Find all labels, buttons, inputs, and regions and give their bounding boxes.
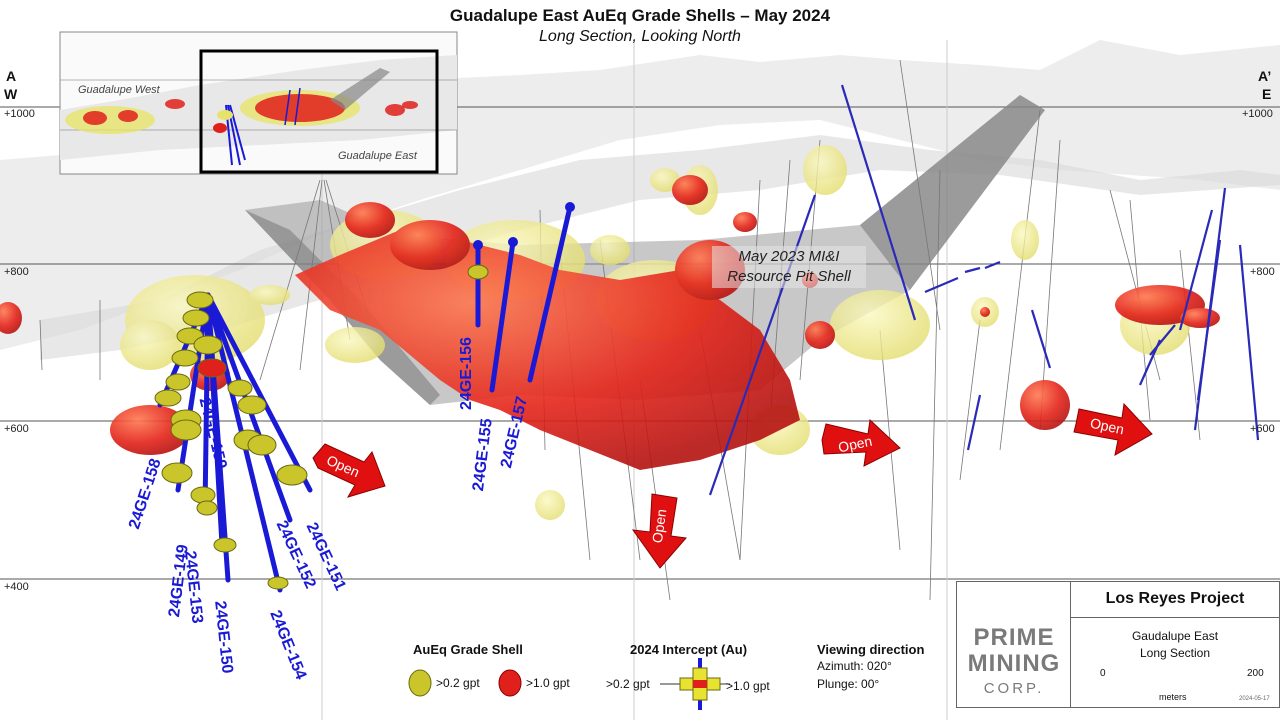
legend-azimuth: Azimuth: 020°: [817, 659, 892, 673]
drill-collars: [473, 202, 575, 250]
legend-shell-low-swatch: [408, 669, 432, 697]
map-date-label: 2024-05-17: [1239, 696, 1270, 702]
logo-word-mining: MINING: [967, 650, 1061, 677]
east-label: E: [1262, 86, 1272, 102]
elevation-label-800-right: +800: [1250, 266, 1275, 278]
elevation-label-600-right: +600: [1250, 423, 1275, 435]
legend-shell-title: AuEq Grade Shell: [413, 642, 523, 657]
inset-east-label: Guadalupe East: [338, 150, 417, 162]
legend-intercept-high-label: >1.0 gpt: [726, 679, 770, 693]
drill-traces-2024-thin: [708, 84, 1260, 496]
elevation-label-1000-left: +1000: [4, 108, 35, 120]
inset-west-label: Guadalupe West: [78, 84, 160, 96]
project-info-panel: Los Reyes Project Gaudalupe East Long Se…: [1070, 581, 1280, 708]
inset-map: [59, 31, 458, 175]
legend-shell-high-swatch: [498, 669, 522, 697]
legend-shell-low-label: >0.2 gpt: [436, 676, 480, 690]
resource-label-line2: Resource Pit Shell: [727, 268, 851, 285]
intercept-discs: [154, 264, 489, 590]
elevation-label-400-left: +400: [4, 581, 29, 593]
elevation-label-1000-right: +1000: [1242, 108, 1273, 120]
page-subtitle: Long Section, Looking North: [539, 28, 741, 45]
scale-start-label: 0: [1100, 668, 1106, 679]
scale-unit-label: meters: [1159, 692, 1187, 702]
elevation-label-800-left: +800: [4, 266, 29, 278]
open-arrows: [312, 402, 1153, 569]
legend-plunge: Plunge: 00°: [817, 677, 880, 691]
logo-word-prime: PRIME: [973, 624, 1055, 651]
project-name: Los Reyes Project: [1105, 590, 1245, 607]
company-logo-panel: PRIME MINING CORP.: [956, 581, 1072, 708]
legend-view-title: Viewing direction: [817, 642, 925, 657]
scale-end-label: 200: [1247, 668, 1264, 679]
logo-word-corp: CORP.: [983, 680, 1045, 697]
page-title: Guadalupe East AuEq Grade Shells – May 2…: [449, 6, 831, 25]
drillhole-label: 24GE-156: [458, 337, 475, 410]
legend-intercept-title: 2024 Intercept (Au): [630, 642, 748, 657]
elevation-label-600-left: +600: [4, 423, 29, 435]
resource-pit-shell-label: May 2023 MI&I Resource Pit Shell: [712, 246, 866, 288]
project-subtitle-1: Gaudalupe East: [1131, 629, 1219, 643]
west-label: W: [4, 86, 18, 102]
project-divider: [1071, 617, 1279, 618]
resource-label-line1: May 2023 MI&I: [738, 248, 840, 265]
section-start-letter: A: [6, 68, 17, 84]
legend-shell-high-label: >1.0 gpt: [526, 676, 570, 690]
high-grade-shells: [0, 175, 1220, 470]
legend-intercept-low-label: >0.2 gpt: [606, 677, 650, 691]
section-end-letter: A’: [1258, 68, 1272, 84]
project-subtitle-2: Long Section: [1139, 646, 1211, 660]
legend-intercept-symbol: [660, 658, 730, 710]
